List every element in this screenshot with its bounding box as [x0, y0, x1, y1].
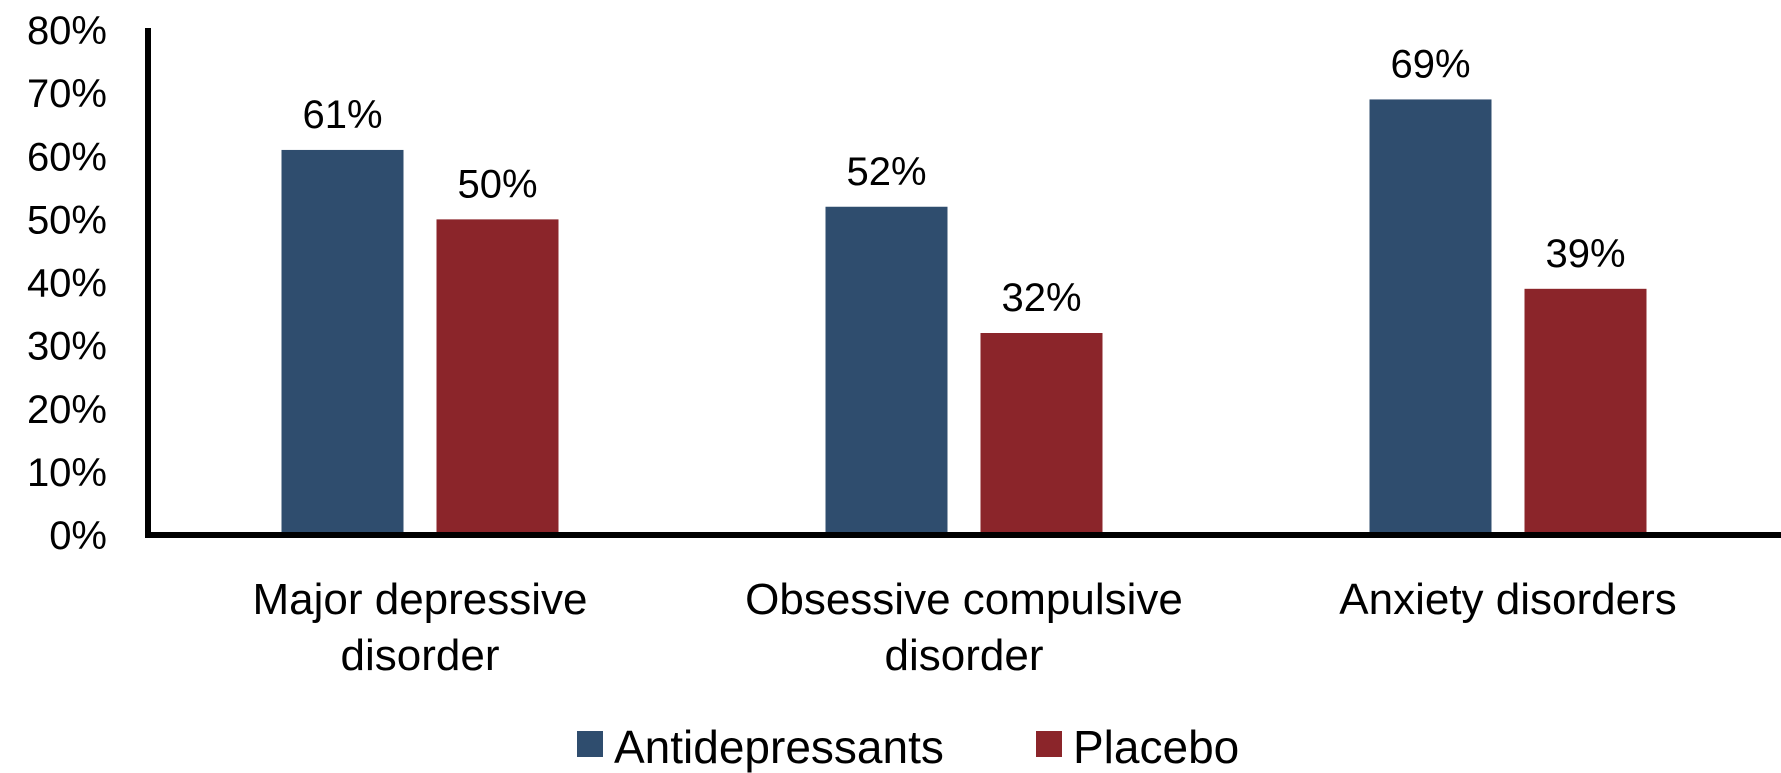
- data-label: 52%: [846, 150, 926, 194]
- y-tick-label: 30%: [27, 325, 107, 369]
- y-tick-label: 40%: [27, 262, 107, 306]
- x-category-label: Obsessive compulsive disorder: [745, 575, 1183, 680]
- bar-antidepressants: [281, 149, 404, 535]
- y-tick-label: 0%: [49, 514, 107, 558]
- x-category-line: Obsessive compulsive: [745, 575, 1183, 624]
- legend: Antidepressants Placebo: [577, 721, 1239, 773]
- y-tick-label: 80%: [27, 9, 107, 53]
- y-tick-label: 10%: [27, 451, 107, 495]
- legend-label-placebo: Placebo: [1073, 721, 1239, 773]
- legend-label-antidepressants: Antidepressants: [614, 721, 944, 773]
- x-category-line: disorder: [885, 631, 1044, 680]
- y-tick-label: 20%: [27, 388, 107, 432]
- data-label: 32%: [1001, 276, 1081, 320]
- bar-placebo: [1524, 288, 1647, 535]
- x-category-line: Anxiety disorders: [1339, 575, 1676, 624]
- bar-antidepressants: [1369, 99, 1492, 535]
- data-label: 50%: [457, 162, 537, 206]
- x-category-line: Major depressive: [252, 575, 587, 624]
- y-tick-label: 70%: [27, 72, 107, 116]
- bars-group: [281, 99, 1647, 535]
- y-tick-label: 60%: [27, 135, 107, 179]
- y-tick-label: 50%: [27, 198, 107, 242]
- data-labels-group: 61% 52% 69% 50% 32% 39%: [302, 42, 1625, 320]
- bar-placebo: [436, 219, 559, 535]
- x-category-line: disorder: [341, 631, 500, 680]
- data-label: 61%: [302, 93, 382, 137]
- x-category-label: Anxiety disorders: [1339, 575, 1676, 624]
- legend-swatch-placebo: [1036, 731, 1062, 757]
- bar-antidepressants: [825, 206, 948, 535]
- x-category-label: Major depressive disorder: [252, 575, 587, 680]
- data-label: 69%: [1390, 42, 1470, 86]
- y-axis-ticks: 0% 10% 20% 30% 40% 50% 60% 70% 80%: [27, 9, 107, 558]
- axes: [145, 28, 1781, 538]
- bar-placebo: [980, 333, 1103, 535]
- legend-swatch-antidepressants: [577, 731, 603, 757]
- data-label: 39%: [1545, 232, 1625, 276]
